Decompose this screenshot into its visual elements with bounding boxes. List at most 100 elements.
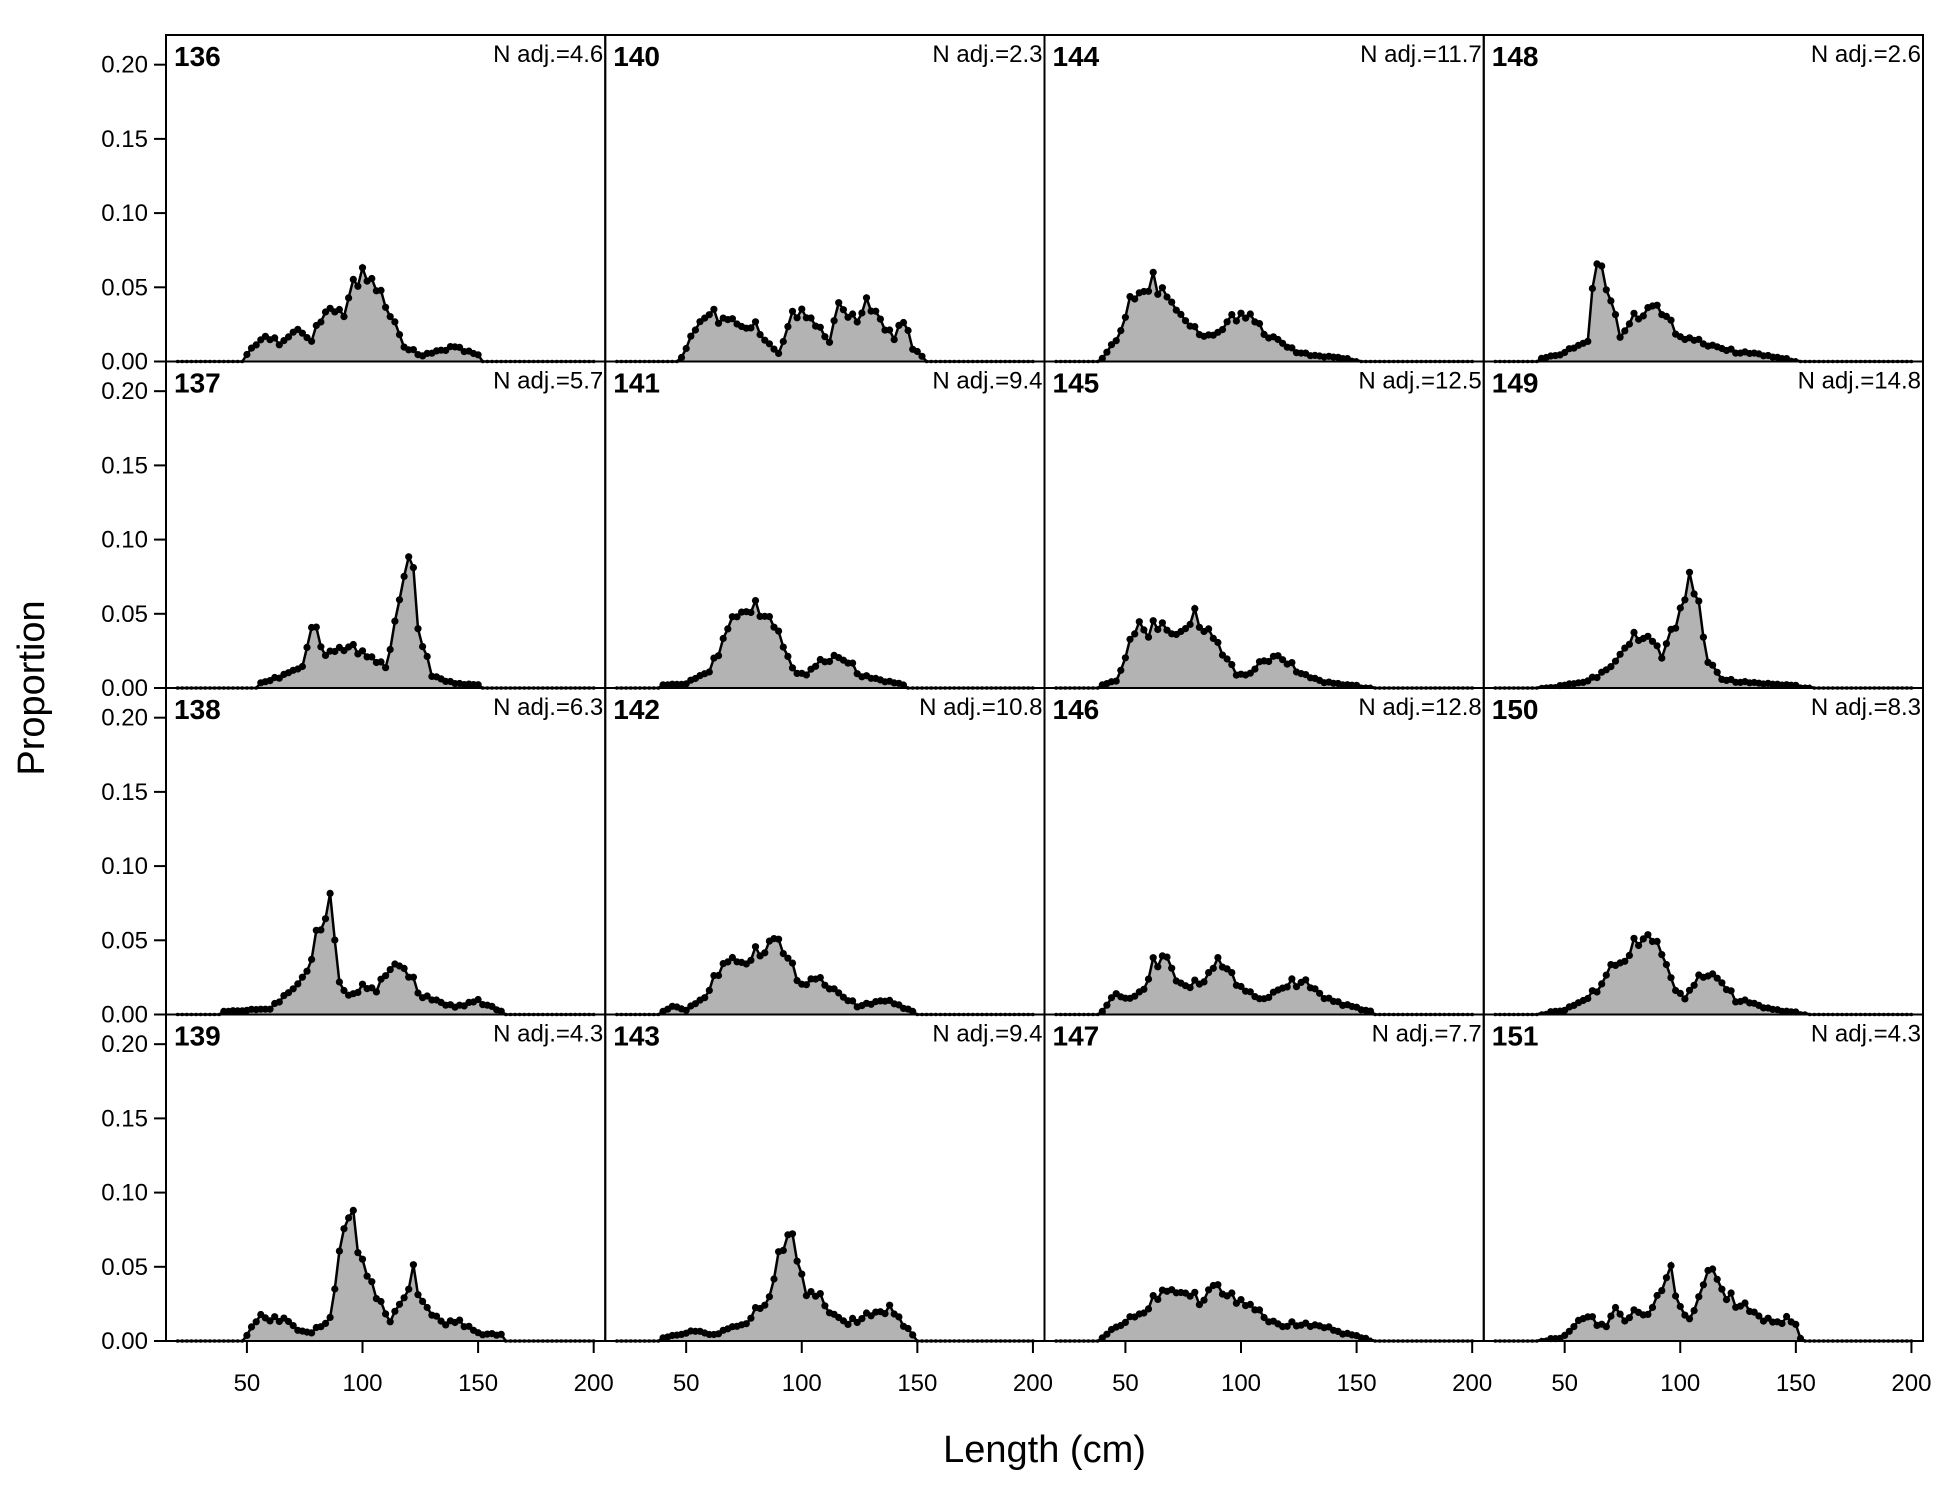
data-point — [1121, 313, 1129, 321]
data-point — [1126, 635, 1134, 643]
panel-141: 141 N adj.=9.4 — [604, 360, 1046, 690]
data-point — [382, 664, 390, 672]
data-point — [298, 662, 306, 671]
data-point — [849, 1314, 857, 1322]
data-point — [497, 1330, 505, 1338]
data-point — [1783, 355, 1791, 363]
data-point — [419, 643, 427, 651]
panel-id-label: 136 — [174, 41, 221, 72]
data-point — [1616, 333, 1624, 341]
data-point — [331, 1285, 339, 1293]
x-tick-label: 150 — [458, 1370, 498, 1397]
data-point — [1783, 1312, 1791, 1321]
data-point — [802, 981, 811, 989]
data-point — [714, 971, 723, 980]
data-point — [1713, 1275, 1721, 1283]
data-point — [1288, 1318, 1296, 1326]
data-point — [1695, 1293, 1703, 1301]
data-point — [909, 1007, 917, 1016]
data-point — [1158, 619, 1166, 627]
n-adj-label: N adj.=10.8 — [919, 694, 1042, 721]
data-point — [368, 1278, 376, 1286]
n-adj-label: N adj.=2.6 — [1811, 41, 1921, 68]
data-point — [853, 318, 861, 326]
data-point — [1288, 975, 1296, 983]
area-fill — [1495, 1265, 1912, 1341]
data-point — [775, 349, 783, 357]
data-point — [382, 1310, 390, 1318]
data-point — [358, 647, 367, 655]
data-point — [1186, 620, 1194, 629]
data-point — [1098, 1007, 1106, 1016]
data-point — [335, 1247, 343, 1255]
panel-frame — [604, 1013, 1046, 1342]
data-point — [1593, 674, 1601, 682]
data-point — [386, 645, 394, 654]
data-point — [308, 955, 316, 964]
panel-id-label: 151 — [1492, 1021, 1539, 1052]
data-point — [400, 572, 408, 581]
y-tick-label: 0.10 — [101, 853, 148, 880]
data-point — [1718, 979, 1726, 987]
data-point — [1667, 316, 1675, 324]
panel-id-label: 141 — [613, 368, 660, 399]
x-tick-label: 200 — [574, 1370, 614, 1397]
data-point — [1653, 642, 1661, 650]
data-point — [340, 986, 348, 995]
data-point — [1653, 1291, 1661, 1300]
area-fill — [1056, 955, 1473, 1015]
data-point — [682, 344, 690, 353]
data-point — [409, 973, 417, 981]
data-point — [386, 966, 394, 974]
n-adj-label: N adj.=11.7 — [1360, 41, 1482, 68]
data-point — [784, 954, 792, 962]
n-adj-label: N adj.=4.6 — [493, 41, 603, 68]
data-point — [1621, 957, 1629, 965]
data-point — [1611, 1303, 1620, 1312]
data-point — [724, 625, 732, 633]
data-point — [798, 1270, 806, 1278]
x-tick-label: 100 — [1221, 1370, 1261, 1397]
data-point — [474, 995, 482, 1004]
data-point — [409, 1261, 417, 1269]
data-point — [377, 286, 385, 294]
data-point — [243, 1331, 251, 1339]
data-point — [895, 1313, 903, 1321]
y-tick-label: 0.00 — [101, 1328, 148, 1355]
data-point — [368, 274, 376, 283]
data-point — [793, 314, 801, 322]
data-point — [784, 652, 792, 661]
data-point — [419, 1297, 427, 1305]
data-point — [1154, 625, 1162, 634]
data-point — [1690, 981, 1698, 989]
data-point — [825, 657, 834, 666]
data-point — [1778, 1319, 1786, 1328]
data-point — [423, 652, 431, 661]
data-point — [1343, 355, 1351, 363]
area-fill — [1495, 572, 1912, 688]
data-point — [687, 332, 695, 340]
data-point — [835, 299, 843, 307]
data-point — [691, 326, 700, 334]
data-point — [1177, 310, 1185, 318]
y-tick-label: 0.20 — [101, 52, 148, 79]
y-tick-label: 0.20 — [101, 1031, 148, 1058]
data-point — [733, 613, 741, 621]
data-point — [1549, 684, 1553, 688]
panel-id-label: 147 — [1053, 1021, 1100, 1052]
data-point — [1709, 1265, 1717, 1273]
data-point — [1191, 605, 1199, 613]
data-point — [1195, 1301, 1203, 1309]
x-tick-label: 200 — [1013, 1370, 1053, 1397]
data-point — [386, 1318, 394, 1326]
data-point — [899, 318, 908, 327]
panel-144: 144 N adj.=11.7 — [1043, 34, 1485, 364]
panel-id-label: 148 — [1492, 41, 1539, 72]
data-point — [1676, 604, 1684, 612]
data-point — [1288, 344, 1296, 352]
data-point — [1098, 354, 1106, 362]
data-point — [1544, 1010, 1548, 1015]
n-adj-label: N adj.=7.7 — [1372, 1021, 1482, 1048]
data-point — [1232, 317, 1240, 325]
data-point — [714, 319, 723, 327]
